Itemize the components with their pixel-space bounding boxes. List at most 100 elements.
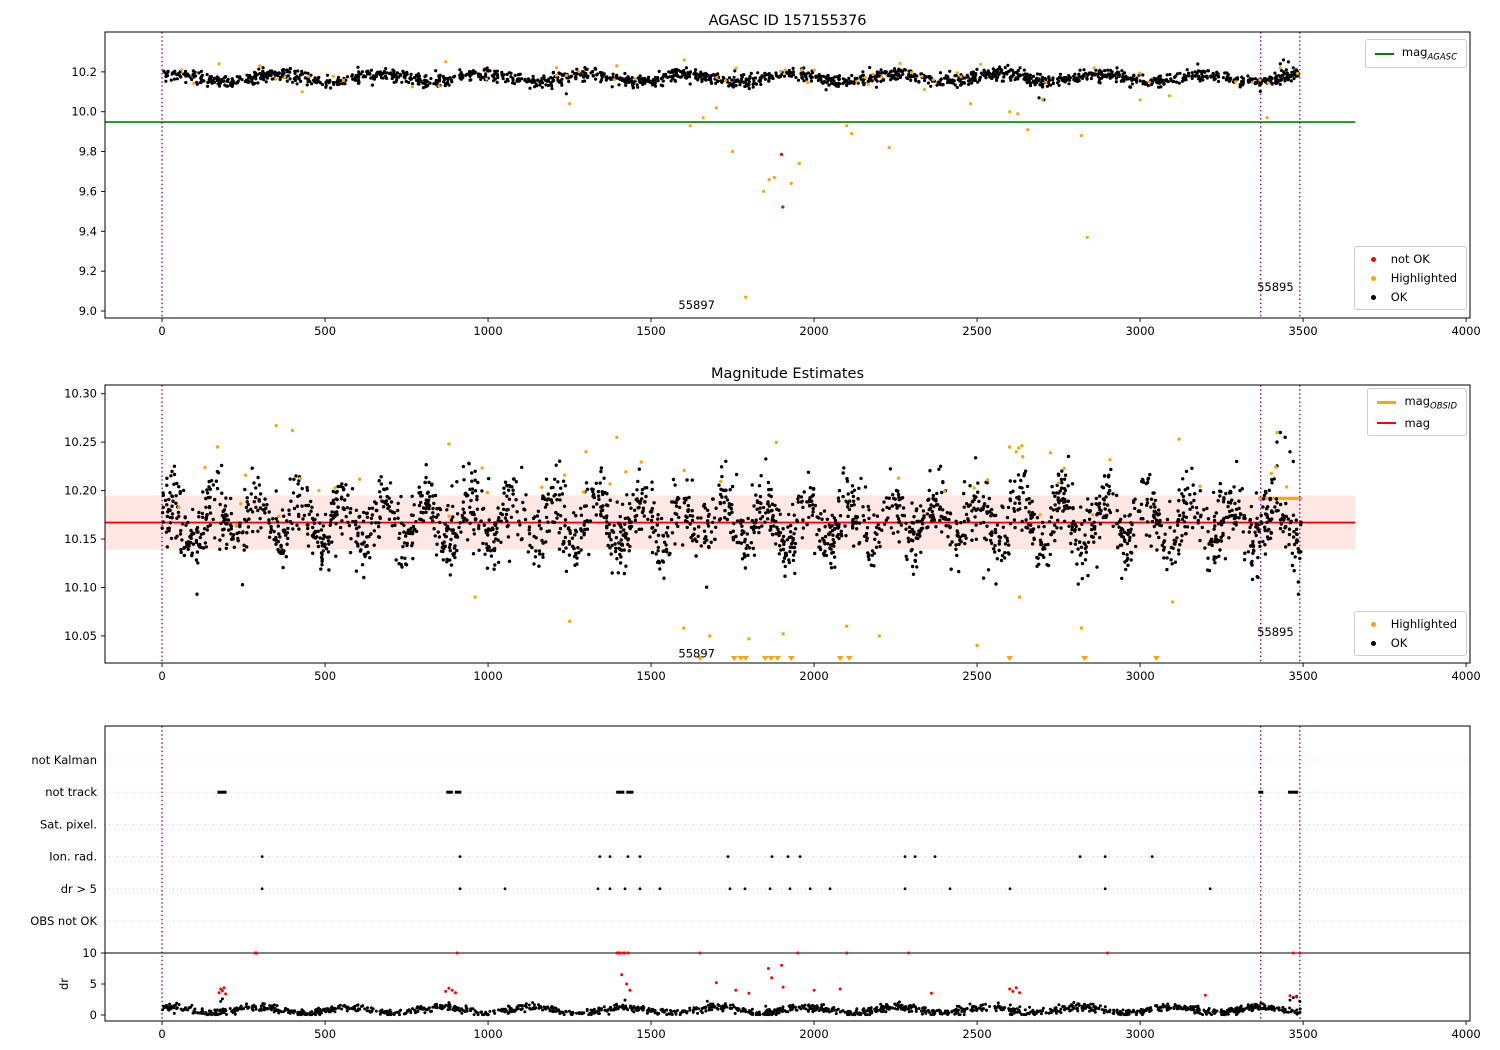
series-ok-point (315, 535, 319, 539)
series-ok-point (938, 518, 942, 522)
series-ok-point (449, 518, 454, 522)
series-ok-point (229, 532, 233, 536)
series-ok-point (602, 476, 606, 480)
series-ok-point (584, 504, 588, 508)
series-ok-point (800, 76, 804, 80)
series-ok-point (651, 78, 656, 82)
series-ok-point (538, 83, 542, 87)
series-highlighted-point (1234, 80, 1238, 84)
series-ok-point (195, 550, 200, 554)
series-ok-point (1057, 83, 1061, 87)
series-ok-point (626, 80, 630, 84)
series-ok-point (1029, 513, 1033, 517)
series-ok-point (954, 547, 958, 551)
series-ok-point (740, 532, 744, 536)
series-ok-point (687, 495, 691, 500)
series-ok-point (251, 529, 255, 534)
series-ok-point (310, 516, 315, 521)
series-ok-point (1179, 539, 1184, 543)
series-ok-point (1194, 73, 1198, 77)
series-ok-point (684, 66, 689, 70)
series-highlighted-point (682, 626, 686, 630)
series-ok-point (615, 500, 619, 504)
series-ok-point (553, 477, 557, 481)
series-ok-point (1190, 526, 1195, 530)
series-ok-point (420, 494, 424, 498)
series-ok-point (775, 507, 779, 511)
series-ok-point (888, 70, 893, 74)
series-ok-point (228, 523, 233, 527)
series-ok-point (752, 79, 756, 83)
series-ok-point (1193, 515, 1197, 520)
flag-row (217, 790, 1299, 794)
series-ok-point (1246, 550, 1251, 554)
series-ok-point (830, 551, 834, 555)
series-ok-point (484, 72, 488, 76)
series-ok-point (1069, 541, 1073, 546)
series-ok-point (1045, 84, 1049, 88)
series-ok-point (1265, 520, 1269, 525)
series-ok-point (1125, 553, 1129, 557)
series-ok-point (963, 541, 967, 546)
series-ok-point (350, 74, 354, 78)
series-ok-point (914, 79, 918, 83)
flag-row-label: OBS not OK (30, 914, 97, 928)
series-ok-point (875, 514, 880, 518)
series-ok-point (1284, 77, 1288, 81)
series-ok-point (1212, 555, 1216, 559)
series-ok-point (1233, 513, 1238, 517)
series-ok-point (1279, 78, 1283, 82)
series-ok-point (184, 74, 188, 78)
series-ok-point (1119, 79, 1123, 83)
series-ok-point (1196, 521, 1200, 525)
series-highlighted-point (855, 79, 859, 83)
series-ok-point (725, 517, 729, 522)
dr-ok-point (704, 1009, 708, 1013)
series-ok-point (1098, 535, 1102, 540)
series-ok-point (1187, 71, 1191, 75)
series-ok-point (308, 80, 312, 84)
series-ok-point (168, 515, 172, 520)
series-ok-point (976, 481, 980, 485)
series-ok-point (700, 79, 704, 84)
series-ok-point (557, 493, 561, 497)
series-ok-point (573, 533, 577, 537)
series-ok-point (864, 533, 868, 537)
series-ok-point (928, 506, 933, 511)
series-ok-point (744, 82, 749, 86)
series-ok-point (1107, 484, 1111, 488)
series-ok-point (448, 558, 452, 562)
series-ok-point (354, 508, 359, 512)
series-ok-point (316, 544, 321, 549)
series-ok-point (891, 531, 896, 535)
series-ok-point (472, 512, 476, 517)
series-ok-point (661, 79, 665, 83)
series-ok-point (760, 524, 764, 528)
series-highlighted-point (298, 476, 302, 481)
series-ok-point (895, 70, 899, 74)
series-ok-point (336, 75, 341, 80)
series-highlighted-point (584, 450, 588, 454)
series-ok-point (179, 547, 183, 552)
series-ok-point (1075, 562, 1079, 566)
series-ok-point (704, 535, 708, 539)
series-ok-point (494, 537, 498, 541)
series-ok-point (238, 523, 242, 527)
dr-ok-point (1298, 1007, 1302, 1011)
series-ok-point (1018, 485, 1022, 490)
series-ok-point (303, 71, 307, 75)
series-highlighted-point (781, 632, 785, 636)
series-ok-point (904, 521, 908, 525)
series-ok-point (411, 82, 415, 86)
series-ok-point (338, 525, 343, 530)
series-ok-point (402, 71, 406, 75)
series-ok-point (449, 78, 454, 82)
series-ok-point (752, 530, 756, 535)
series-ok-point (1082, 541, 1086, 545)
series-ok-point (434, 69, 438, 73)
series-highlighted-point (331, 74, 335, 78)
series-ok-point (575, 562, 579, 566)
series-ok-point (247, 80, 251, 84)
series-ok-point (950, 540, 954, 544)
series-ok-point (244, 505, 249, 510)
